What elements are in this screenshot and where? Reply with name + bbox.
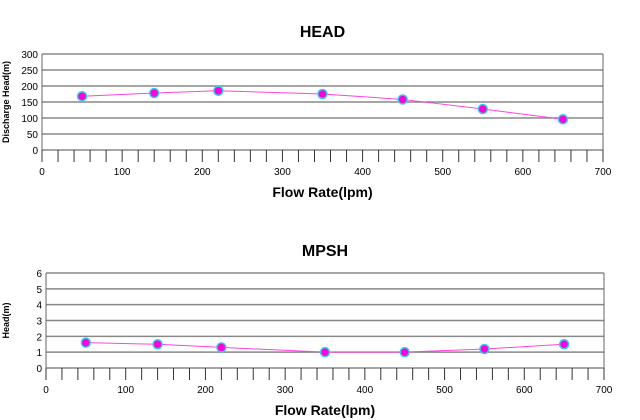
y-tick-label: 1 — [36, 348, 42, 359]
y-tick-label: 2 — [36, 332, 42, 343]
x-axis-label: Flow Rate(lpm) — [275, 402, 375, 418]
x-tick-label: 200 — [197, 385, 214, 396]
data-point — [148, 87, 160, 99]
chart-title: MPSH — [302, 243, 348, 260]
data-point — [557, 114, 569, 125]
x-tick-label: 700 — [596, 385, 613, 396]
x-tick-label: 400 — [354, 167, 371, 178]
y-tick-label: 6 — [36, 269, 42, 280]
data-point — [80, 337, 92, 348]
y-tick-label: 100 — [21, 114, 38, 125]
data-point — [477, 103, 489, 115]
x-tick-label: 100 — [114, 167, 131, 178]
x-tick-label: 400 — [357, 385, 374, 396]
x-tick-label: 600 — [515, 167, 532, 178]
x-axis-label: Flow Rate(lpm) — [272, 184, 372, 200]
data-point — [399, 346, 410, 358]
y-tick-label: 0 — [32, 146, 38, 157]
data-point — [479, 343, 490, 355]
data-point — [216, 342, 227, 353]
y-tick-label: 3 — [36, 317, 42, 328]
y-tick-label: 200 — [21, 82, 38, 93]
x-tick-label: 600 — [516, 385, 533, 396]
y-tick-label: 5 — [36, 285, 42, 296]
y-axis-label: Discharge Head(m) — [1, 61, 11, 143]
x-tick-label: 100 — [117, 385, 134, 396]
data-point — [317, 88, 328, 100]
x-tick-label: 700 — [595, 167, 612, 178]
y-tick-label: 150 — [21, 98, 38, 109]
chart-title: HEAD — [300, 24, 345, 41]
x-tick-label: 300 — [277, 385, 294, 396]
x-tick-label: 0 — [39, 167, 45, 178]
y-tick-label: 0 — [36, 364, 42, 375]
y-tick-label: 50 — [27, 130, 39, 141]
data-point — [213, 85, 224, 97]
x-tick-label: 500 — [436, 385, 453, 396]
x-tick-label: 300 — [274, 167, 291, 178]
data-point — [397, 94, 408, 105]
y-tick-label: 250 — [21, 66, 38, 77]
y-axis-label: Head(m) — [1, 302, 11, 338]
x-tick-label: 200 — [194, 167, 211, 178]
data-point — [319, 346, 331, 358]
y-tick-label: 4 — [36, 301, 42, 312]
x-tick-label: 0 — [43, 385, 49, 396]
x-tick-label: 500 — [434, 167, 451, 178]
data-point — [76, 90, 88, 102]
data-point — [558, 339, 570, 350]
y-tick-label: 300 — [21, 50, 38, 61]
data-point — [152, 339, 163, 350]
